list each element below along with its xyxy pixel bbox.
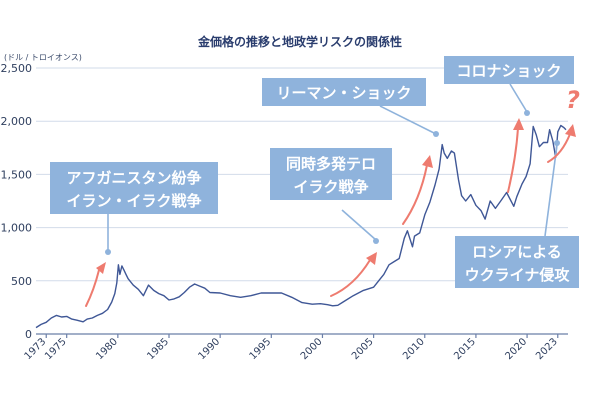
x-tick-label: 1975 <box>43 336 69 362</box>
rise-arrow-1979 <box>85 269 100 307</box>
rise-arrow-head-2005 <box>366 252 377 265</box>
annotation-lehman-line1: リーマン・ショック <box>276 84 411 102</box>
question-mark: ? <box>566 86 580 114</box>
annotation-box-covid <box>444 56 574 84</box>
annotation-terror: 同時多発テロ イラク戦争 <box>270 148 392 200</box>
x-tick-label: 1990 <box>196 336 222 362</box>
leader-lehman <box>379 105 437 135</box>
annotation-terror-line2: イラク戦争 <box>293 178 368 196</box>
rise-arrow-head-1979 <box>96 262 106 274</box>
x-tick-label: 2020 <box>503 336 529 362</box>
y-tick-label: 0 <box>25 328 32 341</box>
annotation-ukraine-line1: ロシアによる <box>472 243 562 261</box>
rise-arrow-2023 <box>547 133 571 163</box>
rise-arrow-2005 <box>330 259 371 297</box>
rise-arrows: ? <box>85 86 580 307</box>
annotation-box-lehman <box>262 78 426 106</box>
y-tick-label: 2,000 <box>1 115 33 128</box>
leader-dot-terror <box>373 238 379 244</box>
rise-arrow-2020 <box>507 127 519 193</box>
rise-arrow-head-2008 <box>422 155 433 168</box>
y-tick-layer: 0 500 1,000 1,500 2,000 2,500 <box>1 62 33 341</box>
gold-price-line <box>35 124 567 329</box>
rise-arrow-head-2020 <box>513 118 524 130</box>
x-tick-label: 2023 <box>534 336 560 362</box>
annotation-lehman: リーマン・ショック <box>262 78 426 106</box>
annotation-box-terror <box>270 148 392 200</box>
y-tick-label: 2,500 <box>1 62 33 75</box>
annotation-covid: コロナショック <box>444 56 574 84</box>
y-tick-label: 500 <box>11 275 32 288</box>
leader-terror <box>341 209 377 241</box>
annotation-afghan-line2: イラン・イラク戦争 <box>66 192 201 210</box>
annotation-afghan-line1: アフガニスタン紛争 <box>66 169 201 187</box>
annotation-terror-line1: 同時多発テロ <box>286 155 376 173</box>
rise-arrow-2008 <box>402 164 428 225</box>
y-tick-label: 1,500 <box>1 168 33 181</box>
x-tick-label: 2005 <box>350 336 376 362</box>
annotation-afghan: アフガニスタン紛争 イラン・イラク戦争 <box>50 162 218 214</box>
x-tick-label: 2000 <box>299 336 325 362</box>
annotation-leaders <box>105 83 560 255</box>
rise-arrow-head-2023 <box>565 124 576 137</box>
chart-title: 金価格の推移と地政学リスクの関係性 <box>197 34 402 49</box>
annotation-box-afghan <box>50 162 218 214</box>
annotation-box-ukraine <box>455 236 579 288</box>
leader-dot-lehman <box>433 131 439 137</box>
leader-ukraine <box>544 144 558 237</box>
x-tick-label: 2015 <box>452 336 478 362</box>
y-axis-unit-label: (ドル / トロイオンス) <box>4 53 82 62</box>
leader-dot-covid <box>524 110 530 116</box>
leader-covid <box>509 83 528 113</box>
x-tick-label: 1980 <box>94 336 120 362</box>
annotation-covid-line1: コロナショック <box>456 62 561 80</box>
leader-dot-afghan <box>105 249 111 255</box>
x-tick-label: 1995 <box>248 336 274 362</box>
annotation-ukraine-line2: ウクライナ侵攻 <box>465 266 571 284</box>
x-tick-label: 2010 <box>401 336 427 362</box>
leader-dot-ukraine <box>554 140 560 146</box>
y-tick-label: 1,000 <box>1 222 33 235</box>
annotation-ukraine: ロシアによる ウクライナ侵攻 <box>455 236 579 288</box>
x-tick-label: 1985 <box>145 336 171 362</box>
